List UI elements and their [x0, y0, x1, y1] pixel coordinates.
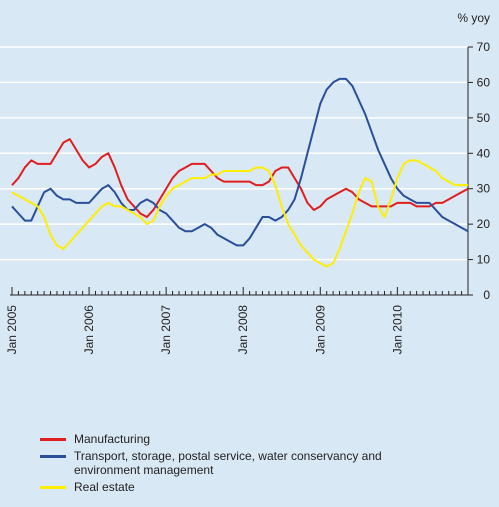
legend: Manufacturing Transport, storage, postal …	[40, 432, 440, 497]
x-tick-label: Jan 2006	[82, 305, 96, 355]
x-tick-label: Jan 2008	[236, 305, 250, 355]
y-axis-label: % yoy	[457, 11, 490, 25]
legend-entry: Real estate	[40, 480, 440, 494]
x-tick-label: Jan 2005	[5, 305, 19, 355]
x-tick-label: Jan 2010	[390, 305, 404, 355]
y-tick-label: 60	[477, 75, 491, 89]
legend-label: Real estate	[74, 480, 135, 494]
legend-swatch	[40, 486, 66, 489]
y-tick-label: 40	[477, 146, 491, 160]
series-line	[11, 159, 468, 268]
series-line	[11, 138, 469, 219]
x-tick-label: Jan 2009	[313, 305, 327, 355]
legend-entry: Manufacturing	[40, 432, 440, 446]
y-tick-label: 50	[477, 111, 491, 125]
chart: % yoy 0 10 20 30 40 50 60 70 Jan 2005 Jan 2006 Jan…	[0, 11, 491, 355]
y-tick-label: 30	[477, 182, 491, 196]
legend-swatch	[40, 455, 66, 458]
y-tick-label: 0	[483, 288, 490, 302]
legend-swatch	[40, 438, 66, 441]
legend-entry: Transport, storage, postal service, wate…	[40, 449, 440, 477]
y-tick-label: 10	[477, 253, 491, 267]
y-tick-label: 70	[477, 40, 491, 54]
legend-label: Manufacturing	[74, 432, 151, 446]
y-tick-label: 20	[477, 217, 491, 231]
legend-label: Transport, storage, postal service, wate…	[74, 449, 382, 477]
series-line	[11, 77, 469, 247]
x-tick-label: Jan 2007	[159, 305, 173, 355]
